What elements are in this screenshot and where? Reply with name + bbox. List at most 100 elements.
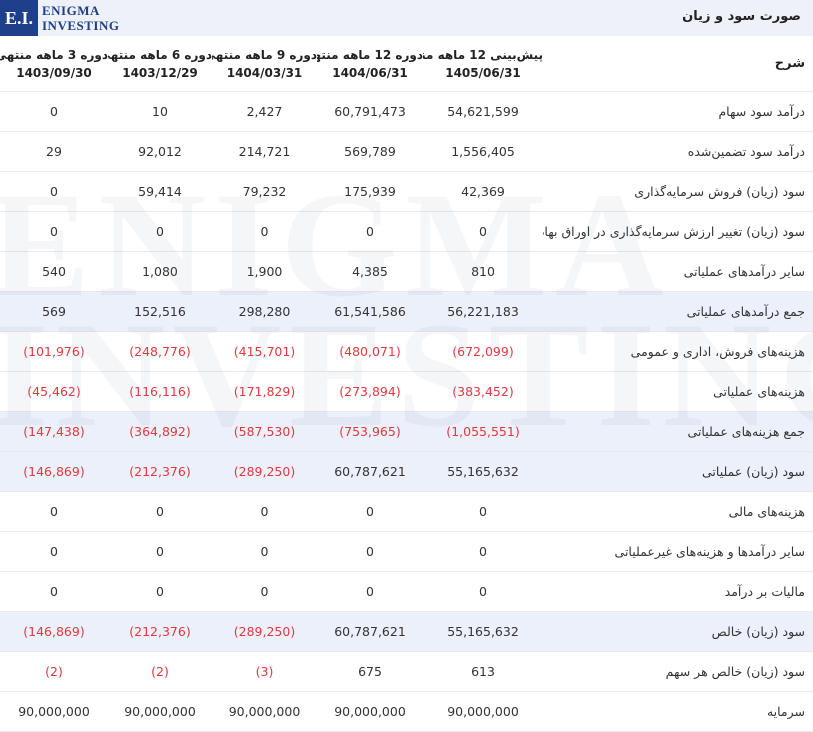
- cell-value: 0: [108, 491, 212, 532]
- cell-value: 1,080: [108, 251, 212, 292]
- cell-value: 79,232: [212, 171, 317, 212]
- table-row: سایر درآمدها و هزینه‌های غیرعملیاتی 0 0 0 0 0: [0, 531, 813, 572]
- table-row: سود (زیان) فروش سرمایه‌گذاری 42,369 175,93…: [0, 171, 813, 212]
- column-date: 1403/12/29: [122, 65, 198, 80]
- cell-value: 810: [423, 251, 543, 292]
- table-row: سرمایه 90,000,000 90,000,000 90,000,000 90,0…: [0, 691, 813, 732]
- cell-value: (415,701): [212, 331, 317, 372]
- cell-value: (587,530): [212, 411, 317, 452]
- row-label: هزینه‌های فروش، اداری و عمومی: [543, 331, 813, 372]
- cell-value: (248,776): [108, 331, 212, 372]
- cell-value: 60,787,621: [317, 611, 423, 652]
- row-label: سود (زیان) عملیاتی: [543, 451, 813, 492]
- cell-value: 0: [108, 211, 212, 252]
- cell-value: (45,462): [0, 371, 108, 412]
- cell-value: 0: [212, 571, 317, 612]
- cell-value: 0: [108, 531, 212, 572]
- cell-value: 214,721: [212, 131, 317, 172]
- column-date: 1405/06/31: [445, 65, 521, 80]
- cell-value: 175,939: [317, 171, 423, 212]
- column-date: 1404/03/31: [226, 65, 303, 80]
- row-label: جمع هزینه‌های عملیاتی: [543, 411, 813, 452]
- row-label: هزینه‌های عملیاتی: [543, 371, 813, 412]
- cell-value: 0: [0, 531, 108, 572]
- cell-value: 0: [212, 491, 317, 532]
- cell-value: 0: [108, 571, 212, 612]
- row-label: درآمد سود تضمین‌شده: [543, 131, 813, 172]
- row-label: سرمایه: [543, 691, 813, 732]
- cell-value: (289,250): [212, 451, 317, 492]
- cell-value: 1,556,405: [423, 131, 543, 172]
- column-date: 1404/06/31: [332, 65, 408, 80]
- column-title: دوره 9 ماهه منتهی به: [212, 47, 317, 62]
- table-row: سود (زیان) خالص 55,165,632 60,787,621 (289,…: [0, 611, 813, 652]
- cell-value: (116,116): [108, 371, 212, 412]
- column-date: 1403/09/30: [16, 65, 92, 80]
- row-label: سود (زیان) خالص: [543, 611, 813, 652]
- cell-value: 0: [423, 571, 543, 612]
- cell-value: 42,369: [423, 171, 543, 212]
- cell-value: 60,791,473: [317, 91, 423, 132]
- cell-value: 90,000,000: [108, 691, 212, 732]
- row-label: سایر درآمدها و هزینه‌های غیرعملیاتی: [543, 531, 813, 572]
- table-row: جمع درآمدهای عملیاتی 56,221,183 61,541,586…: [0, 291, 813, 332]
- cell-value: 0: [317, 531, 423, 572]
- cell-value: (289,250): [212, 611, 317, 652]
- row-label: درآمد سود سهام: [543, 91, 813, 132]
- cell-value: (146,869): [0, 611, 108, 652]
- row-label: سود (زیان) خالص هر سهم: [543, 651, 813, 692]
- income-table: شرح پیش‌بینی 12 ماهه منتهی به 1405/06/31 د…: [0, 36, 813, 732]
- row-label: سایر درآمدهای عملیاتی: [543, 251, 813, 292]
- cell-value: 90,000,000: [423, 691, 543, 732]
- cell-value: 60,787,621: [317, 451, 423, 492]
- cell-value: 92,012: [108, 131, 212, 172]
- table-body: درآمد سود سهام 54,621,599 60,791,473 2,427 1…: [0, 91, 813, 732]
- logo-line: ENIGMA: [42, 3, 100, 18]
- cell-value: 0: [0, 91, 108, 132]
- cell-value: 0: [317, 571, 423, 612]
- cell-value: (1,055,551): [423, 411, 543, 452]
- cell-value: 0: [0, 171, 108, 212]
- cell-value: 55,165,632: [423, 611, 543, 652]
- column-header: دوره 9 ماهه منتهی به 1404/03/31: [212, 36, 317, 92]
- table-row: هزینه‌های فروش، اداری و عمومی (672,099) (4…: [0, 331, 813, 372]
- table-row: سود (زیان) عملیاتی 55,165,632 60,787,621 (2…: [0, 451, 813, 492]
- cell-value: 90,000,000: [212, 691, 317, 732]
- cell-value: 0: [0, 491, 108, 532]
- column-title: پیش‌بینی 12 ماهه منتهی به: [423, 47, 543, 62]
- cell-value: (101,976): [0, 331, 108, 372]
- cell-value: 0: [0, 211, 108, 252]
- column-title: دوره 3 ماهه منتهی به: [0, 47, 108, 62]
- header-bar: E.I. ENIGMA INVESTING صورت سود و زیان: [0, 0, 813, 36]
- cell-value: 54,621,599: [423, 91, 543, 132]
- logo: E.I. ENIGMA INVESTING: [0, 0, 119, 36]
- cell-value: 298,280: [212, 291, 317, 332]
- cell-value: 0: [317, 491, 423, 532]
- cell-value: 569: [0, 291, 108, 332]
- cell-value: (273,894): [317, 371, 423, 412]
- cell-value: 569,789: [317, 131, 423, 172]
- logo-text: ENIGMA INVESTING: [42, 3, 119, 33]
- cell-value: 675: [317, 651, 423, 692]
- cell-value: (146,869): [0, 451, 108, 492]
- table-row: هزینه‌های عملیاتی (383,452) (273,894) (171,…: [0, 371, 813, 412]
- cell-value: 1,900: [212, 251, 317, 292]
- cell-value: 4,385: [317, 251, 423, 292]
- column-header: دوره 6 ماهه منتهی به 1403/12/29: [108, 36, 212, 92]
- cell-value: (147,438): [0, 411, 108, 452]
- table-row: سایر درآمدهای عملیاتی 810 4,385 1,900 1,080 5…: [0, 251, 813, 292]
- column-title: دوره 6 ماهه منتهی به: [108, 47, 212, 62]
- cell-value: 540: [0, 251, 108, 292]
- table-row: هزینه‌های مالی 0 0 0 0 0: [0, 491, 813, 532]
- header-row: شرح پیش‌بینی 12 ماهه منتهی به 1405/06/31 د…: [0, 36, 813, 92]
- cell-value: (383,452): [423, 371, 543, 412]
- cell-value: 10: [108, 91, 212, 132]
- row-label: سود (زیان) فروش سرمایه‌گذاری: [543, 171, 813, 212]
- row-label: سود (زیان) تغییر ارزش سرمایه‌گذاری در او…: [543, 211, 813, 252]
- cell-value: 613: [423, 651, 543, 692]
- table-row: درآمد سود سهام 54,621,599 60,791,473 2,427 1…: [0, 91, 813, 132]
- cell-value: 2,427: [212, 91, 317, 132]
- cell-value: 55,165,632: [423, 451, 543, 492]
- column-header: دوره 12 ماهه منتهی به 1404/06/31: [317, 36, 423, 92]
- cell-value: 0: [212, 211, 317, 252]
